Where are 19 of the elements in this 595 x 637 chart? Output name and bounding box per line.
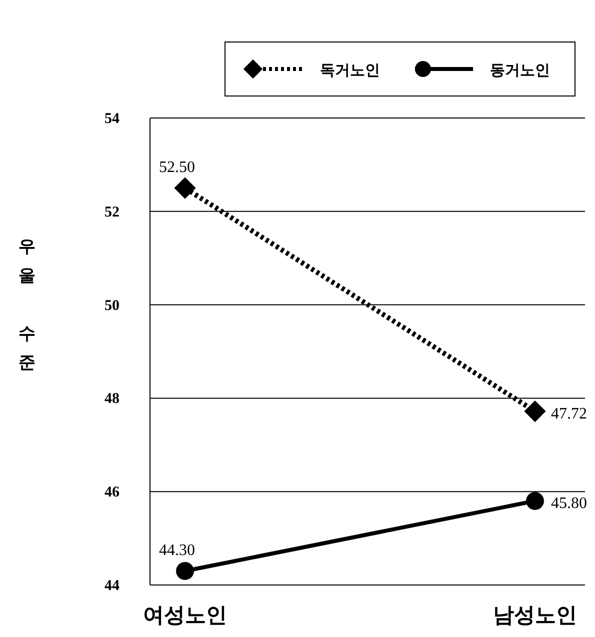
text: 우울 수준 (18, 237, 36, 373)
x-tick-label: 남성노인 (493, 603, 577, 627)
y-tick-label: 44 (104, 578, 120, 594)
y-tick-label: 52 (104, 204, 120, 220)
data-label: 47.72 (551, 405, 587, 422)
legend-label: 독거노인 (320, 61, 380, 79)
y-tick-label: 48 (104, 391, 120, 408)
data-label: 52.50 (159, 159, 195, 176)
point (176, 562, 194, 580)
y-tick-label: 46 (104, 484, 120, 501)
x-tick-label: 여성노인 (143, 603, 227, 627)
y-tick-label: 50 (104, 298, 120, 314)
data-label: 44.30 (159, 542, 195, 559)
data-label: 45.80 (551, 494, 587, 512)
point (524, 400, 546, 422)
point (174, 177, 196, 199)
legend-label: 동거노인 (490, 61, 550, 79)
y-tick-label: 54 (104, 111, 120, 127)
point (526, 492, 544, 510)
